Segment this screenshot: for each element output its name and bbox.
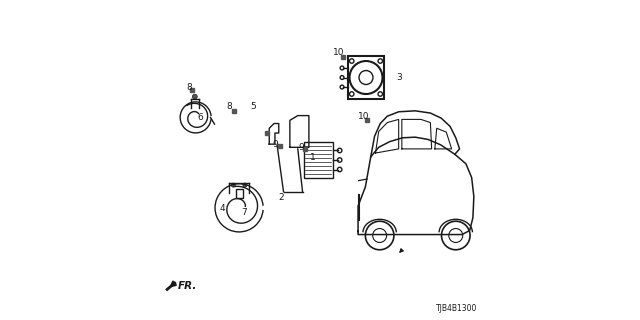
Text: TJB4B1300: TJB4B1300 bbox=[436, 304, 477, 313]
Bar bbox=[348, 56, 384, 99]
Text: 8: 8 bbox=[227, 102, 232, 111]
Bar bbox=[304, 142, 333, 178]
Text: FR.: FR. bbox=[178, 281, 197, 291]
Text: 8: 8 bbox=[186, 83, 192, 92]
Text: 1: 1 bbox=[310, 153, 316, 162]
Circle shape bbox=[193, 94, 197, 99]
Text: 4: 4 bbox=[220, 204, 225, 213]
Text: 9: 9 bbox=[298, 143, 304, 152]
Text: 6: 6 bbox=[198, 113, 204, 122]
Text: 5: 5 bbox=[250, 102, 256, 111]
Bar bbox=[236, 189, 243, 198]
Circle shape bbox=[243, 183, 247, 187]
Text: 10: 10 bbox=[358, 112, 369, 121]
Text: 10: 10 bbox=[333, 48, 344, 57]
Text: 9: 9 bbox=[272, 140, 278, 149]
Circle shape bbox=[231, 183, 236, 187]
Text: 2: 2 bbox=[278, 193, 284, 202]
Text: 7: 7 bbox=[242, 208, 248, 217]
Text: 3: 3 bbox=[396, 73, 401, 82]
